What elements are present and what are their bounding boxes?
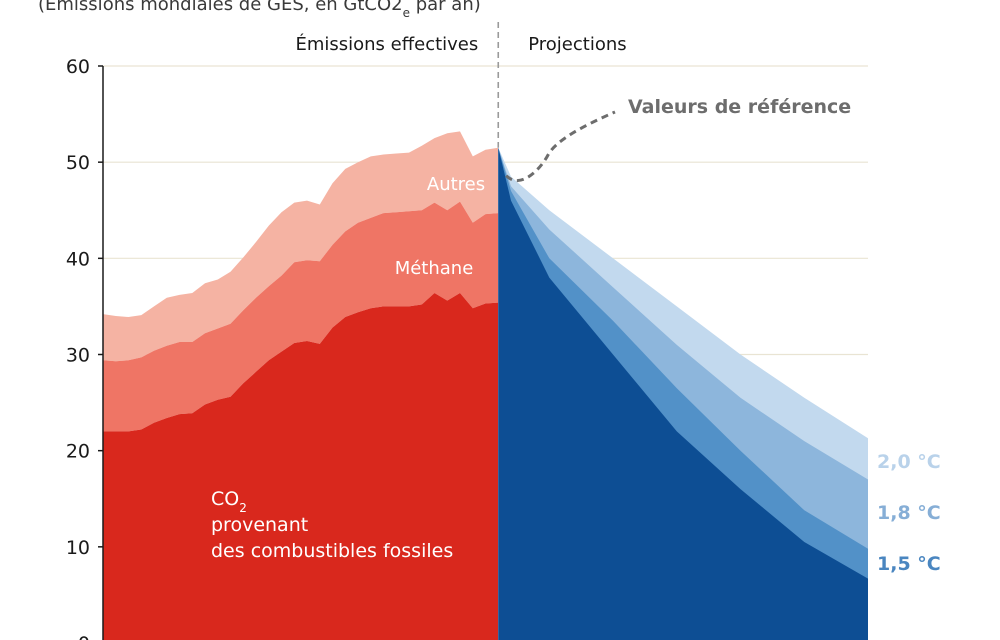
label-autres: Autres (427, 174, 485, 195)
reference-callout-line (505, 110, 616, 183)
y-tick-label-0: 0 (78, 633, 90, 640)
area-co2 (103, 293, 499, 640)
label-actual: Émissions effectives (295, 33, 478, 55)
annotations: Émissions effectives Projections Valeurs d… (211, 22, 941, 575)
label-projection: Projections (528, 34, 626, 55)
y-tick-label-10: 10 (66, 537, 90, 559)
y-tick-label-60: 60 (66, 56, 90, 78)
label-co2-line1: CO2 (211, 488, 247, 515)
y-tick-label-30: 30 (66, 345, 90, 367)
label-scenario-1-8: 1,8 °C (877, 502, 941, 524)
area-layers (103, 131, 868, 640)
axes: 0 10 20 30 40 50 60 (66, 56, 104, 640)
chart-subtitle: (Émissions mondiales de GES, en GtCO2e p… (38, 0, 481, 20)
label-co2-line3: des combustibles fossiles (211, 540, 453, 562)
y-tick-label-20: 20 (66, 441, 90, 463)
label-co2-line2: provenant (211, 514, 308, 536)
label-scenario-2-0: 2,0 °C (877, 451, 941, 473)
area-methane (103, 201, 499, 432)
label-methane: Méthane (395, 258, 474, 279)
label-scenario-1-5: 1,5 °C (877, 553, 941, 575)
area-proj-1-5 (498, 147, 868, 640)
y-tick-label-40: 40 (66, 248, 90, 270)
label-reference: Valeurs de référence (628, 96, 851, 118)
y-tick-label-50: 50 (66, 152, 90, 174)
area-autres (103, 131, 499, 362)
